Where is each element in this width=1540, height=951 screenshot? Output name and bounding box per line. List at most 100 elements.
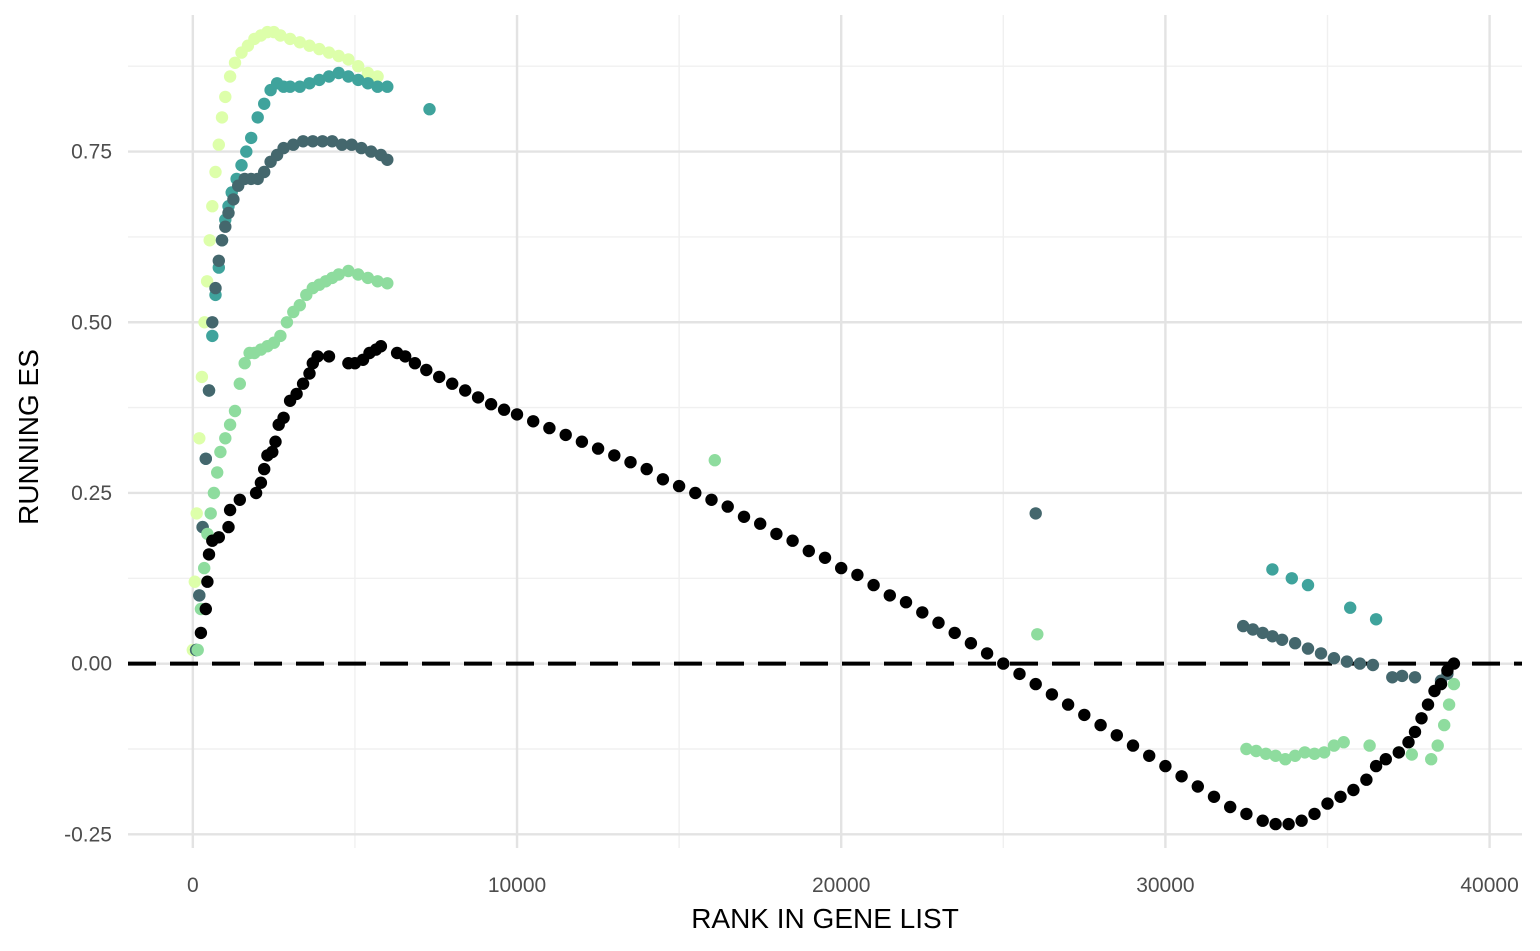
- data-point: [283, 32, 297, 46]
- data-point: [1337, 736, 1350, 749]
- data-point: [1246, 623, 1260, 636]
- data-point: [1347, 783, 1360, 797]
- data-point: [1308, 747, 1321, 760]
- data-point: [188, 575, 201, 588]
- data-point: [1269, 749, 1282, 762]
- data-point: [322, 350, 336, 363]
- y-tick-label: 0.50: [71, 311, 112, 334]
- data-point: [371, 80, 384, 93]
- data-point: [293, 80, 306, 93]
- data-point: [233, 493, 246, 506]
- data-point: [1321, 797, 1334, 810]
- data-point: [835, 561, 848, 575]
- data-point: [199, 452, 212, 465]
- data-point: [303, 367, 316, 380]
- data-point: [1191, 780, 1205, 793]
- data-point: [1237, 619, 1250, 633]
- data-point: [316, 135, 329, 148]
- x-tick-label: 0: [187, 874, 199, 897]
- data-point: [1431, 739, 1444, 752]
- data-point: [342, 70, 355, 83]
- data-point: [296, 135, 310, 148]
- data-point: [708, 454, 721, 467]
- data-point: [851, 568, 864, 582]
- data-point: [249, 486, 263, 500]
- data-point: [223, 418, 237, 431]
- data-point: [433, 370, 446, 384]
- data-point: [770, 527, 783, 541]
- data-point: [345, 138, 358, 151]
- data-point: [313, 42, 326, 56]
- data-point: [332, 49, 345, 63]
- data-point: [1029, 677, 1042, 691]
- data-point: [1379, 753, 1393, 766]
- data-point: [215, 111, 229, 124]
- data-point: [399, 350, 412, 363]
- y-tick-label: 0.00: [71, 653, 112, 676]
- data-point: [361, 77, 375, 90]
- data-point: [818, 551, 832, 564]
- data-point: [1061, 698, 1075, 711]
- data-point: [381, 80, 394, 93]
- data-point: [1301, 642, 1315, 655]
- data-point: [233, 377, 246, 390]
- data-point: [1402, 736, 1415, 749]
- x-tick-label: 40000: [1460, 874, 1518, 897]
- data-point: [1269, 817, 1282, 831]
- data-point: [1256, 814, 1269, 827]
- data-point: [303, 39, 316, 52]
- data-point: [575, 435, 589, 448]
- data-point: [1392, 746, 1406, 759]
- data-point: [352, 59, 365, 73]
- data-point: [245, 131, 258, 145]
- data-point: [591, 442, 605, 455]
- data-point: [228, 404, 242, 418]
- data-point: [269, 435, 282, 448]
- data-point: [1314, 647, 1328, 660]
- data-point: [1259, 747, 1273, 760]
- data-point: [326, 135, 339, 148]
- data-point: [1224, 800, 1237, 814]
- data-point: [1143, 749, 1156, 762]
- data-point: [266, 445, 279, 459]
- series-4: [191, 264, 1461, 766]
- data-point: [212, 138, 225, 151]
- data-point: [303, 77, 316, 90]
- data-point: [193, 589, 206, 602]
- y-axis-title: RUNNING ES: [13, 349, 44, 525]
- data-point: [721, 500, 734, 513]
- data-point: [219, 220, 232, 233]
- data-point: [374, 340, 388, 353]
- data-point: [332, 66, 345, 80]
- data-point: [1013, 667, 1026, 681]
- data-point: [997, 657, 1010, 670]
- data-point: [1447, 657, 1461, 670]
- data-point: [293, 36, 306, 49]
- data-point: [258, 462, 271, 476]
- data-point: [1405, 748, 1419, 761]
- data-point: [754, 517, 767, 530]
- data-point: [1327, 739, 1341, 752]
- data-point: [932, 616, 945, 629]
- data-point: [802, 544, 815, 558]
- data-point: [195, 370, 209, 384]
- data-point: [311, 350, 324, 363]
- data-point: [624, 456, 637, 469]
- data-point: [258, 165, 271, 179]
- data-point: [1344, 601, 1357, 614]
- data-point: [1126, 739, 1140, 752]
- data-point: [1353, 657, 1367, 670]
- data-point: [484, 398, 498, 411]
- data-point: [227, 193, 240, 206]
- data-point: [251, 111, 264, 124]
- data-point: [1408, 671, 1422, 684]
- data-point: [446, 377, 459, 390]
- data-point: [274, 29, 287, 42]
- data-point: [215, 234, 229, 247]
- data-point: [1207, 790, 1221, 803]
- data-point: [212, 254, 225, 267]
- data-point: [209, 281, 222, 295]
- data-point: [964, 637, 978, 650]
- data-point: [277, 141, 290, 155]
